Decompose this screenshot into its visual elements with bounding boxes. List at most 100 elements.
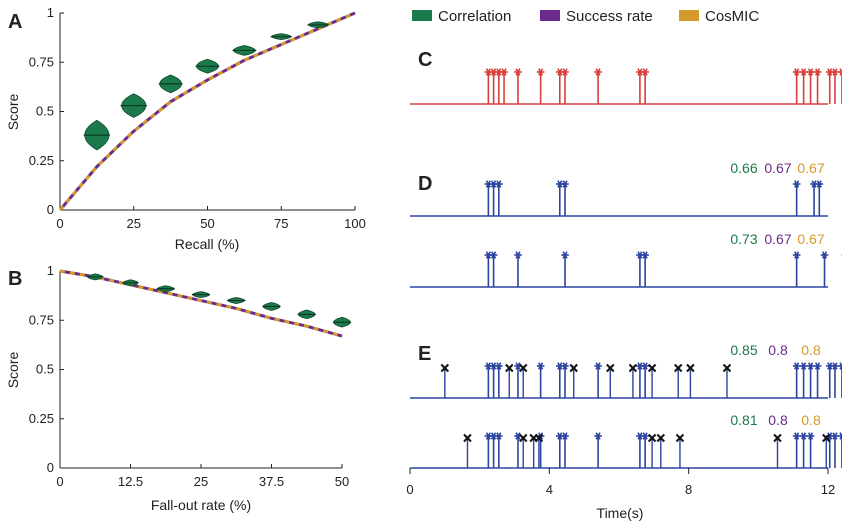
panel-a-ytick-label: 0	[47, 202, 54, 217]
panel-a-ylabel: Score	[5, 94, 21, 131]
raster-xtick-label: 8	[685, 482, 692, 497]
panel-e-row1-score: 0.85	[730, 342, 757, 358]
legend: Correlation Success rate CosMIC	[412, 8, 759, 25]
panel-a-xtick-label: 25	[127, 216, 141, 231]
panel-e-row1-spike-marker	[594, 362, 602, 370]
panel-d-row1-score: 0.66	[730, 160, 757, 176]
panel-b-xtick-label: 25	[194, 474, 208, 489]
panel-e-row1-score: 0.8	[801, 342, 821, 358]
panel-d-row1-spike-marker	[561, 180, 569, 188]
panel-e-row1-spike-marker	[495, 362, 503, 370]
panel-a-ytick-label: 0.75	[29, 54, 54, 69]
panel-b-series-cosmic	[59, 269, 343, 338]
legend-label-correlation: Correlation	[438, 8, 511, 25]
panel-e-row1-false-spike-marker	[647, 363, 657, 373]
panel-e-row2-spike-marker	[641, 432, 649, 440]
panel-letter-d: D	[418, 173, 432, 195]
panel-e-row1-false-spike-marker	[505, 363, 514, 373]
panel-e-row2-false-spike-marker	[773, 433, 782, 443]
panel-b-ylabel: Score	[5, 352, 21, 389]
panel-c-row-spike-marker	[806, 68, 815, 76]
panel-c-row-spike-marker	[594, 68, 602, 76]
panel-e-row2-false-spike-marker	[675, 433, 685, 443]
panel-e-row1-spike-marker	[561, 362, 569, 370]
panel-a-ytick-label: 0.25	[29, 153, 54, 168]
panel-e-row1-false-spike-marker	[569, 363, 578, 373]
panel-c-row-spike-marker	[500, 68, 508, 76]
panel-e-row1-spike-marker	[806, 362, 815, 370]
panel-d-row1-spike-marker	[815, 180, 824, 188]
panel-b-ytick-label: 0.25	[29, 411, 54, 426]
panel-e-row1-false-spike-marker	[440, 363, 450, 373]
panel-d-row2-spike-marker	[641, 251, 649, 259]
panel-e-row2-false-spike-marker	[822, 433, 831, 443]
panel-e-row1-false-spike-marker	[606, 363, 615, 373]
panel-b-xtick-label: 37.5	[259, 474, 284, 489]
panel-e-row1-false-spike-marker	[628, 363, 638, 373]
panel-a-xlabel: Recall (%)	[175, 236, 240, 252]
panel-c-row-spike-marker	[536, 68, 545, 76]
panel-e-row2-spike-marker	[806, 432, 815, 440]
panel-c-row-spike-marker	[641, 68, 649, 76]
raster-xtick-label: 4	[546, 482, 553, 497]
panel-d-row2-spike-marker	[792, 251, 801, 259]
panel-e-row2-spike-marker	[799, 432, 808, 440]
panel-d-row2-score: 0.73	[730, 231, 757, 247]
panel-e-row2-score: 0.8	[801, 412, 821, 428]
panel-b-xlabel: Fall-out rate (%)	[151, 497, 251, 513]
panel-d-row2-score: 0.67	[764, 231, 791, 247]
panel-a-ytick-label: 0.5	[36, 104, 54, 119]
panel-a-xtick-label: 75	[274, 216, 288, 231]
panel-e-row1-spike-marker	[641, 362, 649, 370]
panel-e-row1-spike-marker	[799, 362, 808, 370]
panel-letter-b: B	[8, 268, 22, 290]
panel-a: 0 25 50 75 100 0 0.25 0.5 0.75 1	[29, 5, 366, 231]
panel-d-row1-score: 0.67	[797, 160, 824, 176]
panel-e-row2-false-spike-marker	[534, 433, 544, 443]
panel-a-ytick-label: 1	[47, 5, 54, 20]
panel-d-row2-spike-marker	[561, 251, 569, 259]
panel-e-row2-false-spike-marker	[463, 433, 472, 443]
panel-b-ytick-label: 0.75	[29, 312, 54, 327]
panel-c-row-spike-marker	[514, 68, 522, 76]
panel-e-row1-spike-marker	[536, 362, 545, 370]
panel-b-xtick-label: 0	[56, 474, 63, 489]
panel-d-row1-score: 0.67	[764, 160, 791, 176]
panel-b-xtick-label: 12.5	[118, 474, 143, 489]
panel-a-series-success-rate	[58, 11, 356, 211]
panel-e-row1-spike-marker	[813, 362, 822, 370]
panel-e-row1-false-spike-marker	[519, 363, 528, 373]
raster-xtick-label: 12	[821, 482, 835, 497]
panel-c-row-spike-marker	[831, 68, 839, 76]
panel-d-row2-spike-marker	[514, 251, 522, 259]
panel-d-row2-spike-marker	[489, 251, 498, 259]
raster-xtick-label: 0	[406, 482, 413, 497]
panel-d-row2-spike-marker	[820, 251, 829, 259]
panel-b-ytick-label: 1	[47, 263, 54, 278]
panel-c-row-spike-marker	[561, 68, 569, 76]
panel-b-xtick-label: 50	[335, 474, 349, 489]
panel-e-row2-spike-marker	[838, 432, 842, 440]
panel-e-row2-spike-marker	[831, 432, 839, 440]
panel-b: 0 12.5 25 37.5 50 0 0.25 0.5 0.75 1	[29, 263, 352, 489]
panel-e-row2-score: 0.8	[768, 412, 788, 428]
panel-e-row1-spike-marker	[792, 362, 801, 370]
panel-e-row2-false-spike-marker	[647, 433, 657, 443]
panel-letter-a: A	[8, 11, 22, 33]
panel-e-row2-score: 0.81	[730, 412, 757, 428]
panel-a-xtick-label: 50	[200, 216, 214, 231]
panel-e-row2-spike-marker	[792, 432, 801, 440]
panel-e-row2-spike-marker	[561, 432, 569, 440]
legend-label-cosmic: CosMIC	[705, 8, 759, 25]
legend-swatch-success-rate	[540, 10, 560, 21]
panel-e-row1-false-spike-marker	[722, 363, 732, 373]
panel-b-series-success-rate	[59, 269, 343, 338]
panel-b-ytick-label: 0	[47, 460, 54, 475]
panel-letter-e: E	[418, 343, 431, 365]
panel-e-row2-spike-marker	[594, 432, 602, 440]
legend-swatch-correlation	[412, 10, 432, 21]
panel-e-row2-false-spike-marker	[656, 433, 666, 443]
legend-swatch-cosmic	[679, 10, 699, 21]
panel-a-xtick-label: 0	[56, 216, 63, 231]
